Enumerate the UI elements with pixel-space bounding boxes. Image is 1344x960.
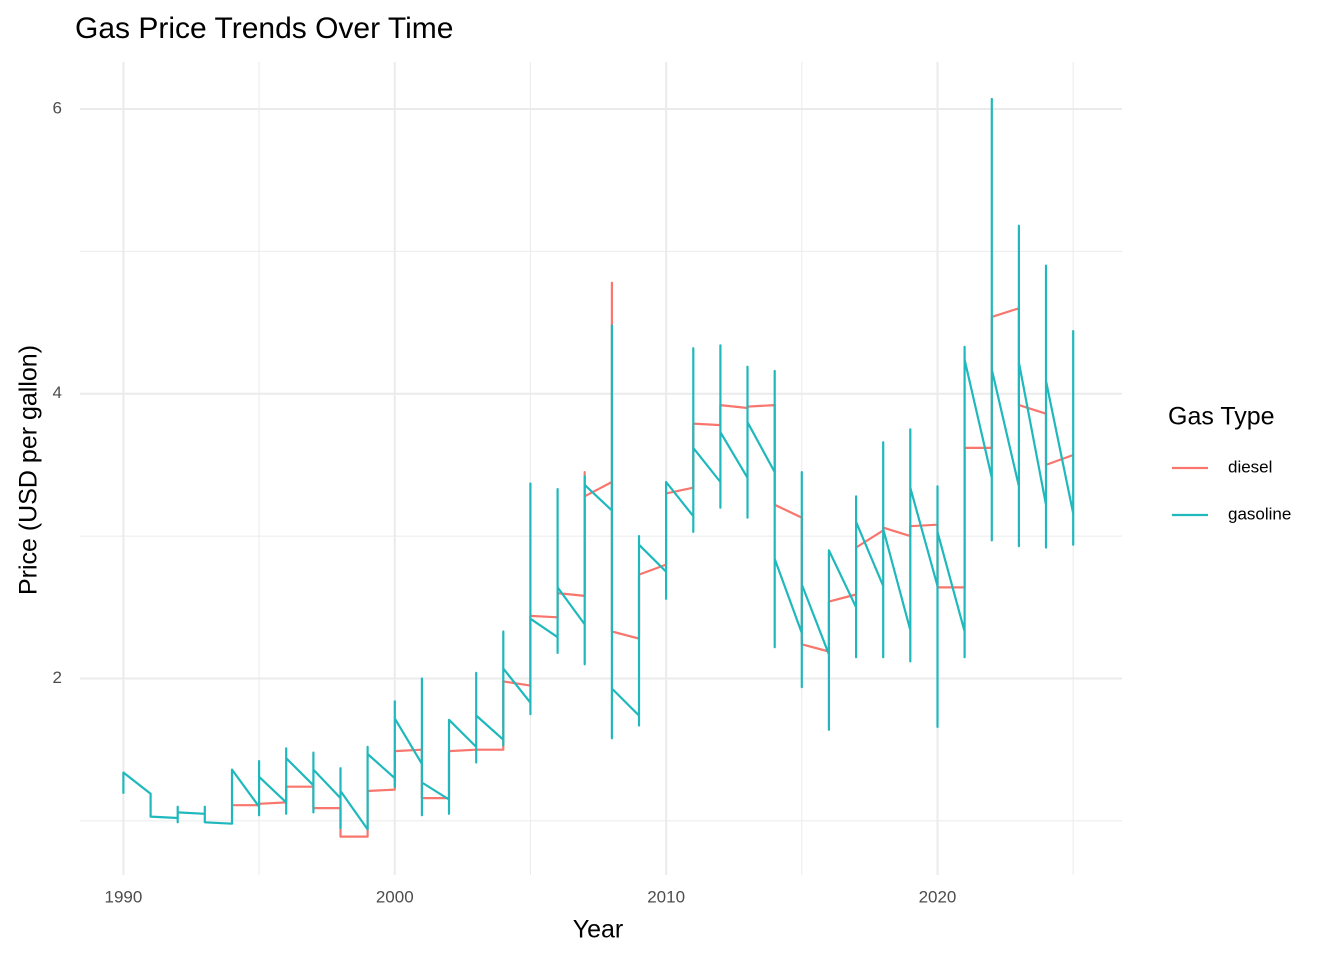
series-line — [122, 97, 1075, 831]
x-tick-label: 1990 — [105, 887, 143, 906]
legend-label: diesel — [1228, 457, 1272, 476]
y-tick-label: 4 — [53, 383, 62, 402]
y-tick-label: 6 — [53, 98, 62, 117]
y-axis-label: Price (USD per gallon) — [15, 345, 43, 595]
x-axis-label: Year — [573, 916, 624, 944]
chart-title: Gas Price Trends Over Time — [75, 12, 453, 45]
y-tick-label: 2 — [53, 668, 62, 687]
x-tick-label: 2000 — [376, 887, 414, 906]
legend-title: Gas Type — [1168, 403, 1275, 431]
x-tick-label: 2020 — [919, 887, 957, 906]
x-tick-label: 2010 — [647, 887, 685, 906]
legend-label: gasoline — [1228, 504, 1291, 523]
